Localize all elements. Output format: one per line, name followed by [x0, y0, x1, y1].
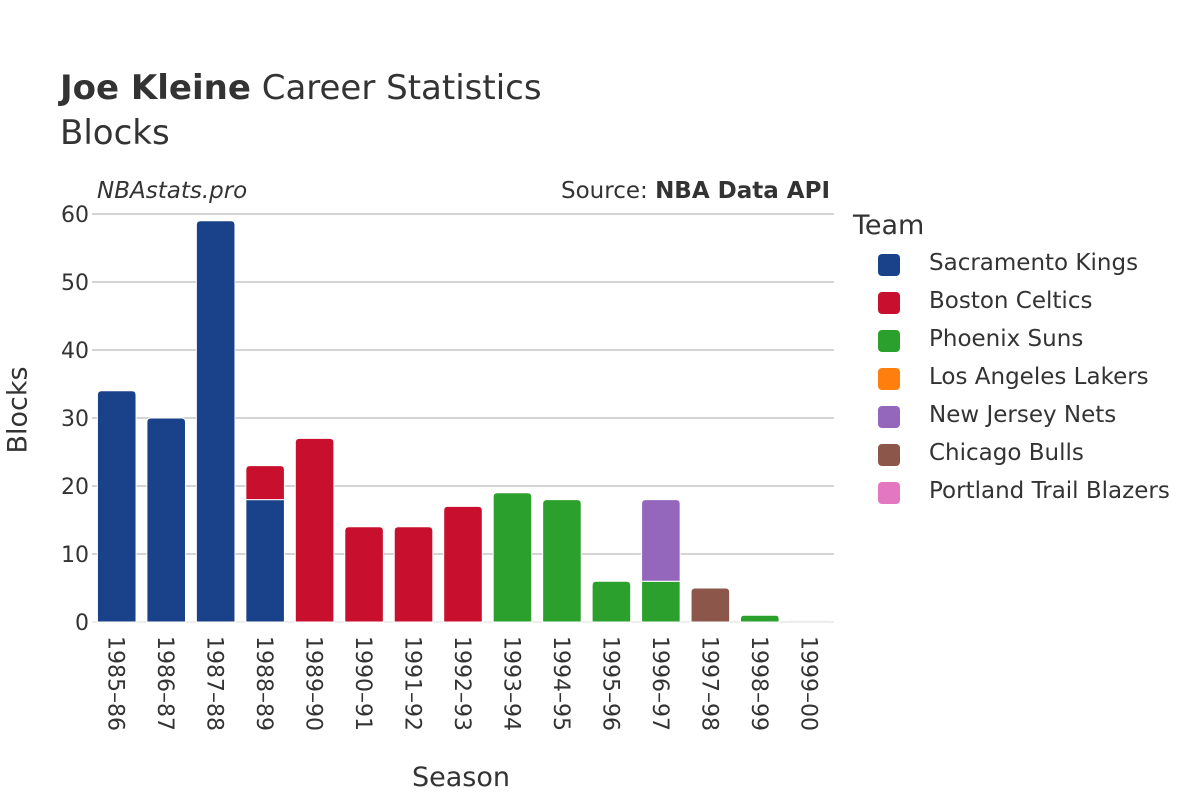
y-tick-label: 0 [75, 611, 89, 636]
legend-label: Boston Celtics [929, 288, 1093, 314]
x-tick-label: 1994–95 [548, 636, 573, 731]
legend-label: Portland Trail Blazers [929, 478, 1170, 504]
y-tick-label: 40 [61, 339, 89, 364]
x-tick-label: 1985–86 [103, 636, 128, 731]
bar-segment[interactable] [443, 505, 483, 623]
source-credit: Source: NBA Data API [561, 178, 830, 204]
legend-swatch [878, 444, 900, 466]
x-tick-label: 1986–87 [152, 636, 177, 731]
x-tick-label: 1996–97 [647, 636, 672, 731]
bar-segment[interactable] [641, 580, 681, 623]
bar-segment[interactable] [146, 417, 186, 623]
y-axis-ticks: 0 10 20 30 40 50 60 [61, 203, 89, 636]
bar-segment[interactable] [591, 580, 632, 623]
legend-label: New Jersey Nets [929, 402, 1117, 428]
bars [96, 220, 829, 623]
x-tick-label: 1987–88 [202, 636, 227, 731]
legend-item[interactable]: Los Angeles Lakers [853, 363, 1149, 401]
source-name: NBA Data API [655, 178, 830, 204]
legend-label: Chicago Bulls [929, 440, 1084, 466]
bar-segment[interactable] [96, 390, 137, 623]
legend-swatch [878, 254, 900, 276]
legend-item[interactable]: Phoenix Suns [853, 325, 1083, 363]
legend-item[interactable]: Portland Trail Blazers [853, 477, 1170, 515]
watermark: NBAstats.pro [97, 178, 248, 204]
x-tick-label: 1998–99 [746, 636, 771, 731]
player-name: Joe Kleine [60, 68, 251, 108]
legend-label: Sacramento Kings [929, 250, 1139, 276]
x-axis-ticks: 1985–86 1986–87 1987–88 1988–89 1989–90 1990–… [103, 636, 821, 731]
x-axis-label: Season [412, 762, 510, 793]
source-prefix: Source: [561, 178, 656, 204]
bar-segment[interactable] [542, 499, 582, 623]
y-tick-label: 20 [61, 475, 89, 500]
bar-segment[interactable] [641, 499, 681, 582]
bar-segment[interactable] [195, 220, 236, 623]
x-tick-label: 1993–94 [498, 636, 523, 731]
x-tick-label: 1989–90 [301, 636, 326, 731]
legend-item[interactable]: Chicago Bulls [853, 439, 1084, 477]
legend-item[interactable]: New Jersey Nets [853, 401, 1116, 439]
bar-segment[interactable] [690, 587, 731, 623]
y-tick-label: 60 [61, 203, 89, 228]
y-tick-label: 50 [61, 271, 89, 296]
legend: Team Sacramento Kings Boston Celtics Phoen… [853, 210, 1170, 515]
bar-segment[interactable] [393, 526, 434, 623]
bar-segment[interactable] [740, 614, 780, 623]
legend-items: Sacramento Kings Boston Celtics Phoenix Su… [853, 249, 1170, 515]
x-tick-label: 1992–93 [449, 636, 474, 731]
legend-swatch [878, 482, 900, 504]
legend-item[interactable]: Sacramento Kings [853, 249, 1138, 287]
legend-swatch [878, 292, 900, 314]
bar-segment[interactable] [492, 492, 533, 623]
x-tick-label: 1995–96 [597, 636, 622, 731]
legend-item[interactable]: Boston Celtics [853, 287, 1092, 325]
bar-segment[interactable] [245, 499, 285, 623]
bar-segment[interactable] [245, 465, 285, 501]
title-suffix: Career Statistics [261, 68, 542, 108]
chart-subtitle: Blocks [60, 113, 170, 153]
legend-title: Team [853, 210, 925, 241]
chart-title: Joe Kleine Career Statistics [60, 68, 542, 108]
legend-swatch [878, 368, 900, 390]
bar-segment-empty [789, 620, 829, 622]
x-tick-label: 1999–00 [795, 636, 820, 731]
x-tick-label: 1997–98 [696, 636, 721, 731]
legend-swatch [878, 330, 900, 352]
legend-label: Phoenix Suns [929, 326, 1084, 352]
y-axis-label: Blocks [2, 366, 34, 454]
x-tick-label: 1991–92 [400, 636, 425, 731]
y-tick-label: 10 [61, 543, 89, 568]
legend-label: Los Angeles Lakers [929, 364, 1149, 390]
legend-swatch [878, 406, 900, 428]
bar-segment[interactable] [344, 526, 384, 623]
x-tick-label: 1990–91 [350, 636, 375, 731]
x-tick-label: 1988–89 [251, 636, 276, 731]
y-tick-label: 30 [61, 407, 89, 432]
bar-segment[interactable] [294, 437, 335, 623]
